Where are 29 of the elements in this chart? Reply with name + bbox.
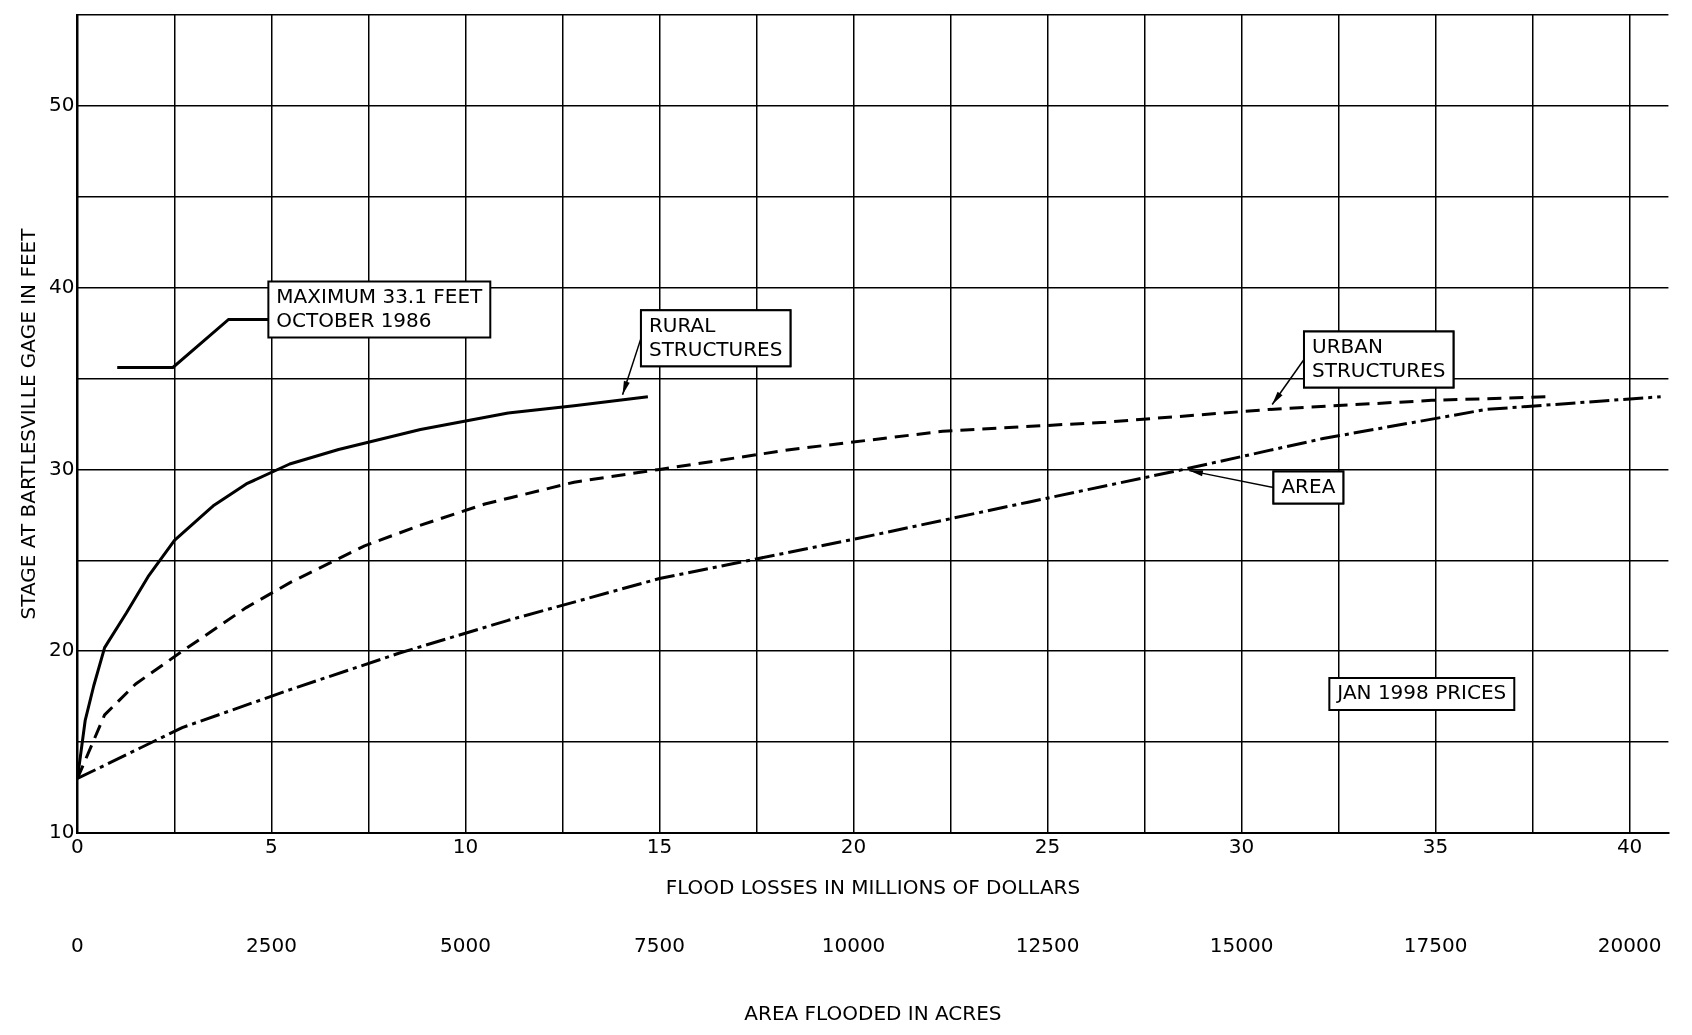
x-tick-label: 20 (840, 834, 867, 859)
y-axis-title: STAGE AT BARTLESVILLE GAGE IN FEET (16, 227, 41, 620)
x2-tick-label: 7500 (634, 933, 685, 958)
x-tick-label: 40 (1616, 834, 1643, 859)
x-tick-label: 10 (452, 834, 479, 859)
x-tick-label: 15 (646, 834, 673, 859)
y-tick-label: 50 (49, 92, 75, 117)
x2-tick-label: 5000 (440, 933, 491, 958)
x2-tick-label: 2500 (246, 933, 297, 958)
x2-axis-title: AREA FLOODED IN ACRES (744, 1001, 1002, 1026)
annotation: MAXIMUM 33.1 FEET OCTOBER 1986 (276, 283, 484, 332)
x-axis-title: FLOOD LOSSES IN MILLIONS OF DOLLARS (665, 875, 1081, 900)
y-tick-label: 20 (49, 637, 75, 662)
x2-tick-label: 12500 (1015, 933, 1080, 958)
y-tick-label: 40 (49, 273, 75, 298)
x2-tick-label: 0 (71, 933, 84, 958)
x2-tick-label: 15000 (1209, 933, 1274, 958)
annotation: JAN 1998 PRICES (1335, 680, 1507, 705)
annotation: AREA (1281, 473, 1336, 498)
annotation: URBAN STRUCTURES (1311, 333, 1446, 382)
y-tick-label: 30 (49, 455, 75, 480)
annotation: RURAL STRUCTURES (648, 312, 783, 361)
x2-tick-label: 10000 (821, 933, 886, 958)
x-tick-label: 35 (1422, 834, 1449, 859)
x-tick-label: 5 (265, 834, 278, 859)
x-tick-label: 25 (1034, 834, 1061, 859)
x-tick-label: 30 (1228, 834, 1255, 859)
x2-tick-label: 17500 (1403, 933, 1468, 958)
x2-tick-label: 20000 (1597, 933, 1662, 958)
